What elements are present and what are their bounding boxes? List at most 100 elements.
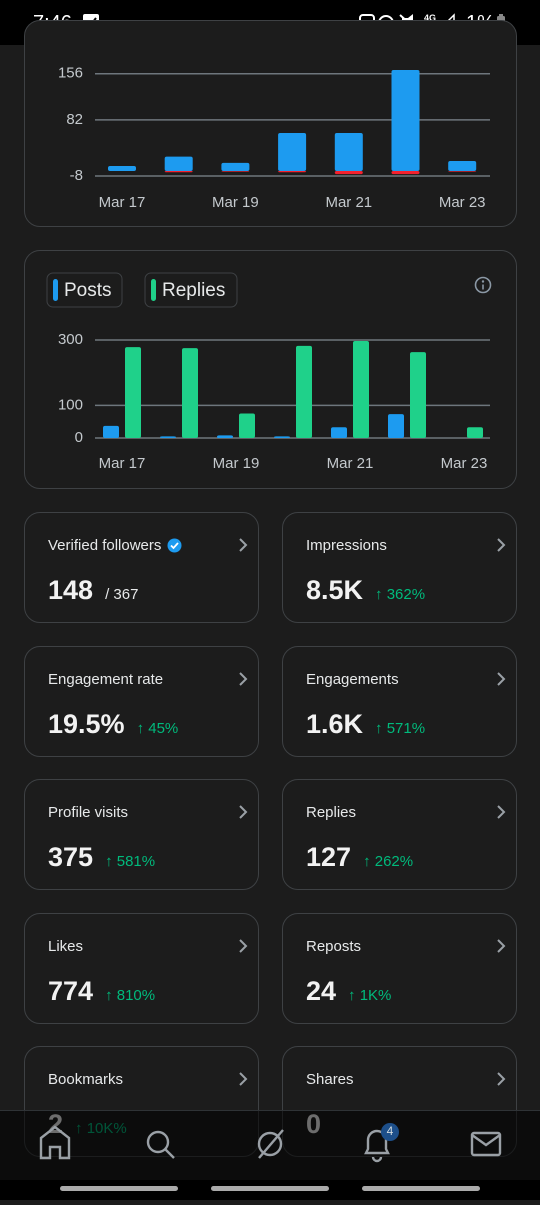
bar — [331, 427, 347, 438]
bar — [296, 345, 312, 438]
chevron — [497, 672, 506, 686]
y-tick-label: 100 — [58, 396, 83, 413]
gesture-pills — [60, 1186, 480, 1191]
chevron — [497, 538, 506, 552]
charts: 156 82 -8 Mar 17 Mar 19 Mar 21 Mar 23 300 100 0 Ma… — [46, 65, 492, 472]
stat-label-wrap: Reposts — [306, 938, 361, 955]
legend-chip[interactable] — [46, 272, 123, 308]
x-tick-label: Mar 21 — [327, 455, 374, 472]
stat-card[interactable]: Likes 774 ↑ 810% — [24, 913, 259, 1024]
home-icon[interactable] — [39, 1125, 71, 1160]
stat-change: ↑ 581% — [105, 853, 156, 870]
bar — [467, 427, 483, 438]
legend-chip[interactable] — [144, 272, 238, 308]
stat-row: 127 ↑ 262% — [306, 842, 413, 873]
stat-change: ↑ 262% — [363, 853, 414, 870]
stat-label: Verified followers — [48, 537, 162, 554]
stat-label-wrap: Likes — [48, 938, 83, 955]
chevron — [497, 805, 506, 819]
stat-card[interactable]: Engagements 1.6K ↑ 571% — [282, 646, 517, 757]
legend-label: Replies — [162, 280, 225, 301]
stat-value: 1.6K — [306, 709, 364, 739]
stat-label: Profile visits — [48, 804, 129, 821]
stat-label: Engagements — [306, 671, 399, 688]
mail-icon[interactable] — [470, 1131, 502, 1157]
stat-change: ↑ 45% — [136, 720, 179, 737]
y-tick-label: 156 — [58, 65, 83, 82]
bar — [221, 162, 250, 172]
stat-card[interactable]: Replies 127 ↑ 262% — [282, 779, 517, 890]
pill[interactable] — [60, 1186, 178, 1191]
stat-card[interactable]: Impressions 8.5K ↑ 362% — [282, 512, 517, 623]
chevron-path — [239, 1072, 248, 1086]
verified-badge — [167, 538, 182, 553]
y-tick-label: 300 — [58, 331, 83, 348]
x-tick-label: Mar 19 — [213, 455, 260, 472]
chevron-path — [497, 1072, 506, 1086]
stat-card[interactable]: Profile visits 375 ↑ 581% — [24, 779, 259, 890]
info-icon[interactable] — [474, 276, 492, 294]
x-tick-label: Mar 23 — [439, 194, 486, 211]
pill[interactable] — [211, 1186, 329, 1191]
bar — [221, 171, 250, 172]
stat-card[interactable]: Verified followers 148 / 367 — [24, 512, 259, 623]
bar — [391, 171, 420, 175]
stat-label: Bookmarks — [48, 1071, 124, 1088]
chevron-path — [239, 805, 248, 819]
stat-label-wrap: Verified followers — [48, 537, 182, 554]
bar — [334, 171, 363, 175]
chevron-path — [497, 805, 506, 819]
chevron-path — [239, 939, 248, 953]
bar — [217, 435, 233, 438]
bar — [103, 425, 119, 438]
stat-label-wrap: Profile visits — [48, 804, 128, 821]
badge — [381, 1123, 399, 1141]
badge-circle — [167, 538, 182, 553]
stat-label: Replies — [306, 804, 357, 821]
chevron — [239, 1072, 248, 1086]
bar — [448, 161, 477, 172]
chevron — [239, 672, 248, 686]
stat-row: 8.5K ↑ 362% — [306, 575, 425, 606]
bar — [353, 340, 369, 438]
stat-card[interactable]: Engagement rate 19.5% ↑ 45% — [24, 646, 259, 757]
grok-slash — [258, 1129, 284, 1159]
x-tick-label: Mar 19 — [212, 194, 259, 211]
x-tick-label: Mar 21 — [325, 194, 372, 211]
chevron — [239, 538, 248, 552]
legend-label: Posts — [64, 280, 112, 301]
stat-value: 375 — [48, 842, 94, 872]
chevron — [497, 1072, 506, 1086]
stat-row: 148 / 367 — [48, 575, 138, 606]
chevron — [239, 939, 248, 953]
nav-icons: 4 — [39, 1123, 502, 1163]
stat-label-wrap: Impressions — [306, 537, 387, 554]
stat-label: Shares — [306, 1071, 354, 1088]
badge-check — [170, 542, 180, 550]
grok-icon[interactable] — [257, 1131, 283, 1157]
stat-change: ↑ 810% — [105, 987, 156, 1004]
chevron-path — [497, 672, 506, 686]
stat-label-wrap: Engagements — [306, 671, 399, 688]
network: 4G — [424, 13, 437, 23]
stat-row: 774 ↑ 810% — [48, 976, 155, 1007]
chevron-path — [239, 672, 248, 686]
bar — [125, 347, 141, 438]
stat-label: Engagement rate — [48, 671, 164, 688]
x-tick-label: Mar 23 — [441, 455, 488, 472]
y-tick-label: -8 — [70, 167, 83, 184]
stat-value: 8.5K — [306, 575, 364, 605]
pill[interactable] — [362, 1186, 480, 1191]
bar — [164, 171, 193, 173]
stat-value: 24 — [306, 976, 337, 1006]
stat-label: Likes — [48, 938, 84, 955]
stat-card[interactable]: Reposts 24 ↑ 1K% — [282, 913, 517, 1024]
bar — [274, 436, 290, 438]
legend-swatch — [53, 279, 58, 301]
bar — [239, 413, 255, 438]
search-handle — [164, 1148, 175, 1159]
bar — [278, 132, 307, 172]
chevron-path — [497, 939, 506, 953]
search-icon[interactable] — [146, 1130, 170, 1154]
x-tick-label: Mar 17 — [99, 194, 146, 211]
